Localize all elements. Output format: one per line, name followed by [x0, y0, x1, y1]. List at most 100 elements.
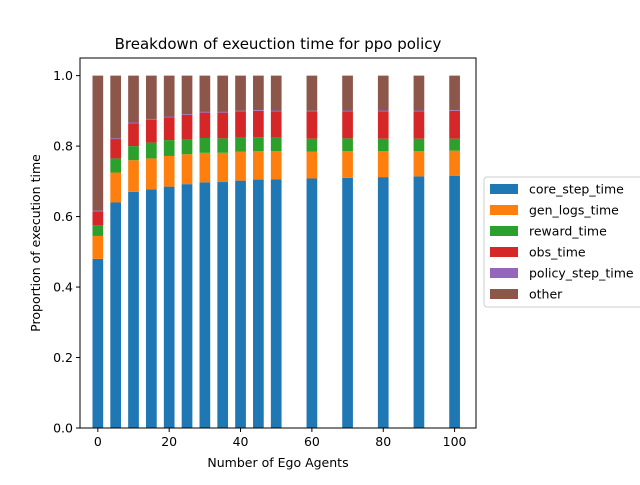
bar-segment-gen-logs-time: [306, 151, 318, 179]
legend-swatch: [490, 205, 518, 215]
legend-label: other: [529, 287, 563, 302]
bar-segment-other: [449, 75, 460, 111]
bar-segment-policy-step-time: [253, 110, 264, 111]
bar-segment-reward-time: [253, 137, 264, 152]
bar-segment-other: [270, 75, 282, 111]
bar-segment-core-step-time: [199, 182, 211, 428]
bar-segment-obs-time: [235, 111, 246, 138]
bar-segment-policy-step-time: [181, 114, 193, 115]
x-tick-label: 100: [443, 434, 467, 449]
bar-segment-obs-time: [253, 110, 264, 138]
bar-segment-other: [413, 75, 425, 111]
bar-segment-core-step-time: [181, 184, 193, 428]
bar-segment-reward-time: [128, 146, 139, 161]
bar-segment-core-step-time: [253, 179, 264, 428]
bar-segment-other: [128, 75, 139, 123]
bar-segment-gen-logs-time: [235, 151, 246, 181]
bar-segment-other: [217, 75, 229, 112]
bar-segment-other: [306, 75, 318, 111]
bar-segment-gen-logs-time: [110, 172, 122, 203]
x-tick-label: 60: [304, 434, 320, 449]
bar-segment-core-step-time: [92, 258, 104, 428]
bar-segment-core-step-time: [270, 179, 282, 428]
bar-segment-reward-time: [342, 138, 353, 152]
bar-segment-reward-time: [306, 138, 318, 152]
bar-segment-policy-step-time: [199, 111, 211, 113]
bar-segment-obs-time: [199, 112, 211, 138]
bar-segment-policy-step-time: [306, 110, 318, 112]
bar-segment-obs-time: [449, 110, 460, 139]
bar-segment-gen-logs-time: [449, 150, 460, 176]
bar-segment-reward-time: [377, 138, 389, 152]
bar-segment-gen-logs-time: [413, 151, 425, 177]
bar-segment-obs-time: [92, 211, 104, 226]
bar-segment-core-step-time: [377, 177, 389, 428]
x-tick-label: 40: [233, 434, 249, 449]
bar-segment-reward-time: [92, 225, 104, 236]
bar-segment-core-step-time: [306, 178, 318, 428]
x-axis: 0 20 40 60 80 100: [94, 428, 467, 449]
legend-label: obs_time: [529, 245, 586, 260]
bar-segment-policy-step-time: [449, 110, 460, 111]
bar-segment-policy-step-time: [92, 210, 104, 212]
x-tick-label: 0: [94, 434, 102, 449]
bar-segment-other: [110, 75, 122, 139]
bar-segment-other: [377, 75, 389, 111]
bar-segment-obs-time: [146, 119, 157, 143]
bar-segment-obs-time: [342, 111, 353, 139]
bar-segment-gen-logs-time: [377, 151, 389, 178]
bar-segment-gen-logs-time: [92, 235, 104, 259]
bar-segment-obs-time: [181, 114, 193, 140]
legend-swatch: [490, 247, 518, 257]
bar-segment-gen-logs-time: [146, 158, 157, 190]
legend-label: gen_logs_time: [529, 203, 619, 218]
bar-segment-other: [92, 75, 104, 211]
legend-frame: [483, 176, 640, 308]
bar-segment-reward-time: [270, 137, 282, 152]
bar-segment-core-step-time: [413, 176, 425, 428]
bar-segment-other: [342, 75, 353, 111]
legend-swatch: [490, 289, 518, 299]
bar-segment-reward-time: [413, 138, 425, 152]
bar-segment-reward-time: [163, 140, 175, 156]
bar-segment-policy-step-time: [342, 110, 353, 112]
bar-segment-obs-time: [306, 111, 318, 139]
bar-segment-reward-time: [146, 142, 157, 159]
bar-segment-policy-step-time: [270, 110, 282, 112]
bar-segment-reward-time: [217, 138, 229, 153]
y-tick-label: 0.6: [53, 209, 73, 224]
legend-swatch: [490, 268, 518, 278]
bar-segment-gen-logs-time: [128, 160, 139, 192]
bar-segment-policy-step-time: [217, 111, 229, 113]
bar-segment-gen-logs-time: [253, 151, 264, 180]
bar-segment-gen-logs-time: [270, 151, 282, 180]
bar-segment-core-step-time: [342, 177, 353, 428]
bar-segment-policy-step-time: [128, 122, 139, 124]
bar-segment-reward-time: [199, 137, 211, 153]
bar-segment-other: [163, 75, 175, 117]
legend-label: core_step_time: [529, 182, 624, 197]
x-axis-title: Number of Ego Agents: [207, 455, 348, 470]
y-tick-label: 0.4: [53, 280, 73, 295]
bars-layer: [92, 75, 460, 428]
legend-swatch: [490, 226, 518, 236]
bar-segment-obs-time: [110, 139, 122, 159]
y-tick-label: 0.2: [53, 350, 73, 365]
bar-segment-other: [181, 75, 193, 115]
y-axis: 0.0 0.2 0.4 0.6 0.8 1.0: [53, 68, 80, 436]
legend: core_step_time gen_logs_time reward_timeob…: [483, 176, 640, 308]
bar-segment-policy-step-time: [377, 110, 389, 112]
x-tick-label: 80: [375, 434, 391, 449]
bar-segment-obs-time: [413, 111, 425, 139]
bar-segment-other: [235, 75, 246, 111]
bar-segment-core-step-time: [128, 191, 139, 428]
bar-segment-core-step-time: [110, 202, 122, 428]
bar-segment-gen-logs-time: [342, 151, 353, 178]
chart-title: Breakdown of exeuction time for ppo poli…: [115, 35, 442, 53]
y-tick-label: 1.0: [53, 68, 73, 83]
bar-segment-other: [199, 75, 211, 112]
bar-segment-gen-logs-time: [217, 152, 229, 183]
bar-segment-other: [253, 75, 264, 111]
bar-segment-reward-time: [235, 137, 246, 152]
